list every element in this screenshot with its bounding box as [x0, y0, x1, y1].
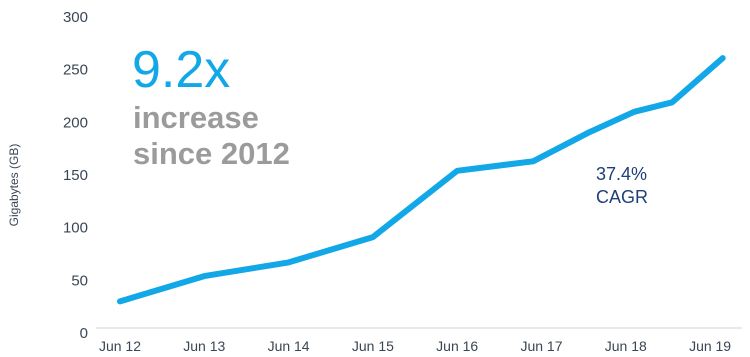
y-tick-label: 50 — [71, 272, 88, 289]
x-tick-label: Jun 15 — [352, 338, 394, 354]
y-tick-label: 0 — [80, 325, 88, 342]
gigabytes-series-line — [117, 55, 726, 305]
x-tick-label: Jun 14 — [268, 338, 310, 354]
headline-line-1: increase — [133, 100, 259, 135]
y-axis-label: Gigabytes (GB) — [7, 144, 21, 227]
headline-multiplier: 9.2x — [132, 41, 230, 99]
x-tick-label: Jun 18 — [605, 338, 647, 354]
x-axis-ticks: Jun 12 Jun 13 Jun 14 Jun 15 Jun 16 Jun 17 Jun … — [99, 338, 731, 354]
y-axis-ticks: 0 50 100 150 200 250 300 — [63, 9, 88, 342]
headline-line-2: since 2012 — [133, 136, 290, 171]
x-tick-label: Jun 16 — [436, 338, 478, 354]
y-tick-label: 100 — [63, 220, 88, 237]
x-tick-label: Jun 17 — [520, 338, 562, 354]
y-tick-label: 250 — [63, 62, 88, 79]
y-tick-label: 300 — [63, 9, 88, 26]
x-tick-label: Jun 13 — [183, 338, 225, 354]
cagr-label: CAGR — [596, 187, 648, 207]
x-tick-label: Jun 12 — [99, 338, 141, 354]
cagr-value: 37.4% — [596, 164, 647, 184]
x-tick-label: Jun 19 — [689, 338, 731, 354]
y-tick-label: 150 — [63, 167, 88, 184]
y-tick-label: 200 — [63, 114, 88, 131]
